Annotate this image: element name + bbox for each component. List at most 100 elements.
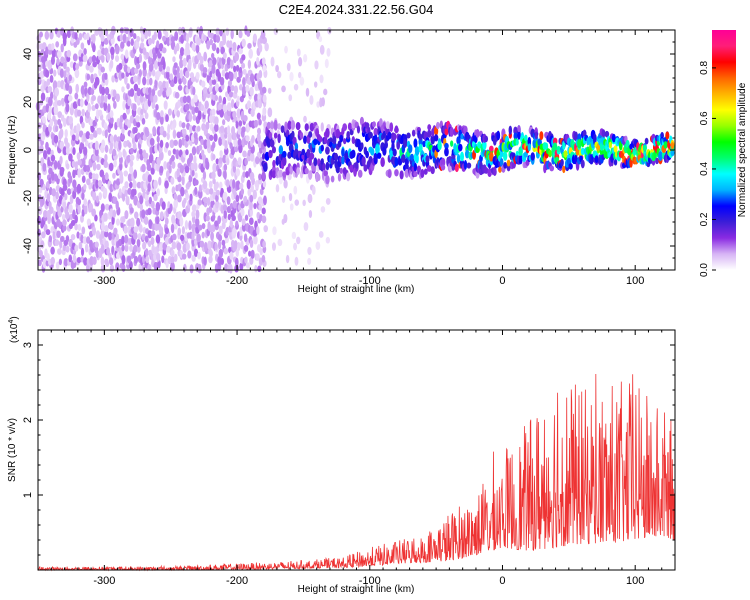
heatmap-cell <box>123 64 128 73</box>
heatmap-cell <box>368 131 373 139</box>
heatmap-cell <box>193 94 198 103</box>
heatmap-cell <box>242 114 248 122</box>
heatmap-cell <box>122 100 127 111</box>
heatmap-cell <box>556 145 561 153</box>
heatmap-cell <box>244 158 248 166</box>
heatmap-cell <box>129 147 134 155</box>
heatmap-cell <box>152 52 158 61</box>
heatmap-cell <box>430 134 436 145</box>
heatmap-cell <box>170 249 175 257</box>
heatmap-cell <box>205 215 210 222</box>
x-tick-label: -300 <box>93 275 115 287</box>
heatmap-cell <box>518 147 523 156</box>
heatmap-cell <box>163 100 168 110</box>
heatmap-cell <box>314 60 319 70</box>
heatmap-cell <box>50 55 55 65</box>
heatmap-cell <box>185 41 190 52</box>
heatmap-cell <box>246 30 251 37</box>
heatmap-cell <box>241 85 247 96</box>
heatmap-cell <box>241 38 246 48</box>
heatmap-cell <box>85 131 91 140</box>
heatmap-cell <box>496 130 501 141</box>
heatmap-cell <box>228 91 234 98</box>
heatmap-cell <box>104 258 109 266</box>
heatmap-cell <box>184 70 190 79</box>
heatmap-cell <box>106 247 111 256</box>
heatmap-cell <box>313 81 318 88</box>
heatmap-cell <box>115 218 120 226</box>
heatmap-cell <box>129 207 134 214</box>
heatmap-cell <box>67 95 73 102</box>
heatmap-cell <box>320 122 324 132</box>
heatmap-cell <box>185 192 189 201</box>
heatmap-cell <box>148 62 154 72</box>
heatmap-cell <box>188 124 193 134</box>
heatmap-cell <box>293 83 299 91</box>
heatmap-cell <box>315 241 321 250</box>
heatmap-cells <box>35 25 675 274</box>
heatmap-cell <box>164 180 169 189</box>
heatmap-cell <box>219 29 223 37</box>
heatmap-cell <box>203 35 207 42</box>
heatmap-cell <box>162 35 167 42</box>
heatmap-cell <box>141 163 146 173</box>
heatmap-cell <box>108 162 114 172</box>
heatmap-cell <box>271 242 277 251</box>
heatmap-cell <box>145 248 149 257</box>
heatmap-cell <box>322 162 326 172</box>
heatmap-cell <box>288 192 293 202</box>
heatmap-cell <box>68 85 73 95</box>
heatmap-cell <box>247 188 252 197</box>
heatmap-cell <box>544 142 549 151</box>
heatmap-cell <box>202 170 207 180</box>
heatmap-cell <box>287 120 292 130</box>
heatmap-cell <box>258 69 263 79</box>
heatmap-cell <box>320 206 326 213</box>
heatmap-cell <box>49 30 54 40</box>
heatmap-cell <box>159 165 164 174</box>
heatmap-cell <box>231 215 236 222</box>
heatmap-cell <box>96 154 100 163</box>
heatmap-cell <box>130 66 136 76</box>
heatmap-cell <box>115 93 120 103</box>
heatmap-cell <box>118 151 123 158</box>
y-tick-label: 20 <box>22 96 34 108</box>
heatmap-cell <box>103 101 108 112</box>
heatmap-cell <box>325 161 330 171</box>
heatmap-cell <box>339 167 344 174</box>
heatmap-cell <box>184 220 189 230</box>
heatmap-cell <box>255 253 260 262</box>
heatmap-cell <box>129 165 134 175</box>
heatmap-cell <box>47 85 53 93</box>
heatmap-cell <box>230 85 235 92</box>
heatmap-cell <box>203 51 208 62</box>
heatmap-cell <box>262 180 267 188</box>
heatmap-cell <box>456 136 461 145</box>
heatmap-cell <box>162 90 167 98</box>
heatmap-cell <box>112 148 117 157</box>
heatmap-cell <box>132 75 138 83</box>
heatmap-cell <box>179 46 185 57</box>
heatmap-cell <box>173 198 178 209</box>
heatmap-cell <box>83 146 88 156</box>
heatmap-cell <box>149 77 153 86</box>
heatmap-cell <box>37 259 42 267</box>
y-tick-label: 2 <box>22 417 34 423</box>
heatmap-cell <box>261 153 266 160</box>
heatmap-cell <box>62 224 67 232</box>
heatmap-cell <box>81 191 85 201</box>
heatmap-cell <box>59 235 65 243</box>
heatmap-cell <box>256 56 260 66</box>
heatmap-cell <box>138 69 142 78</box>
heatmap-cell <box>217 168 222 177</box>
heatmap-cell <box>257 265 262 273</box>
heatmap-cell <box>91 55 97 63</box>
heatmap-cell <box>229 142 233 150</box>
heatmap-cell <box>404 158 409 166</box>
heatmap-cell <box>101 139 106 149</box>
heatmap-cell <box>39 249 43 258</box>
heatmap-cell <box>195 209 200 220</box>
heatmap-cell <box>232 110 237 119</box>
heatmap-cell <box>191 42 196 51</box>
heatmap-cell <box>77 159 82 166</box>
